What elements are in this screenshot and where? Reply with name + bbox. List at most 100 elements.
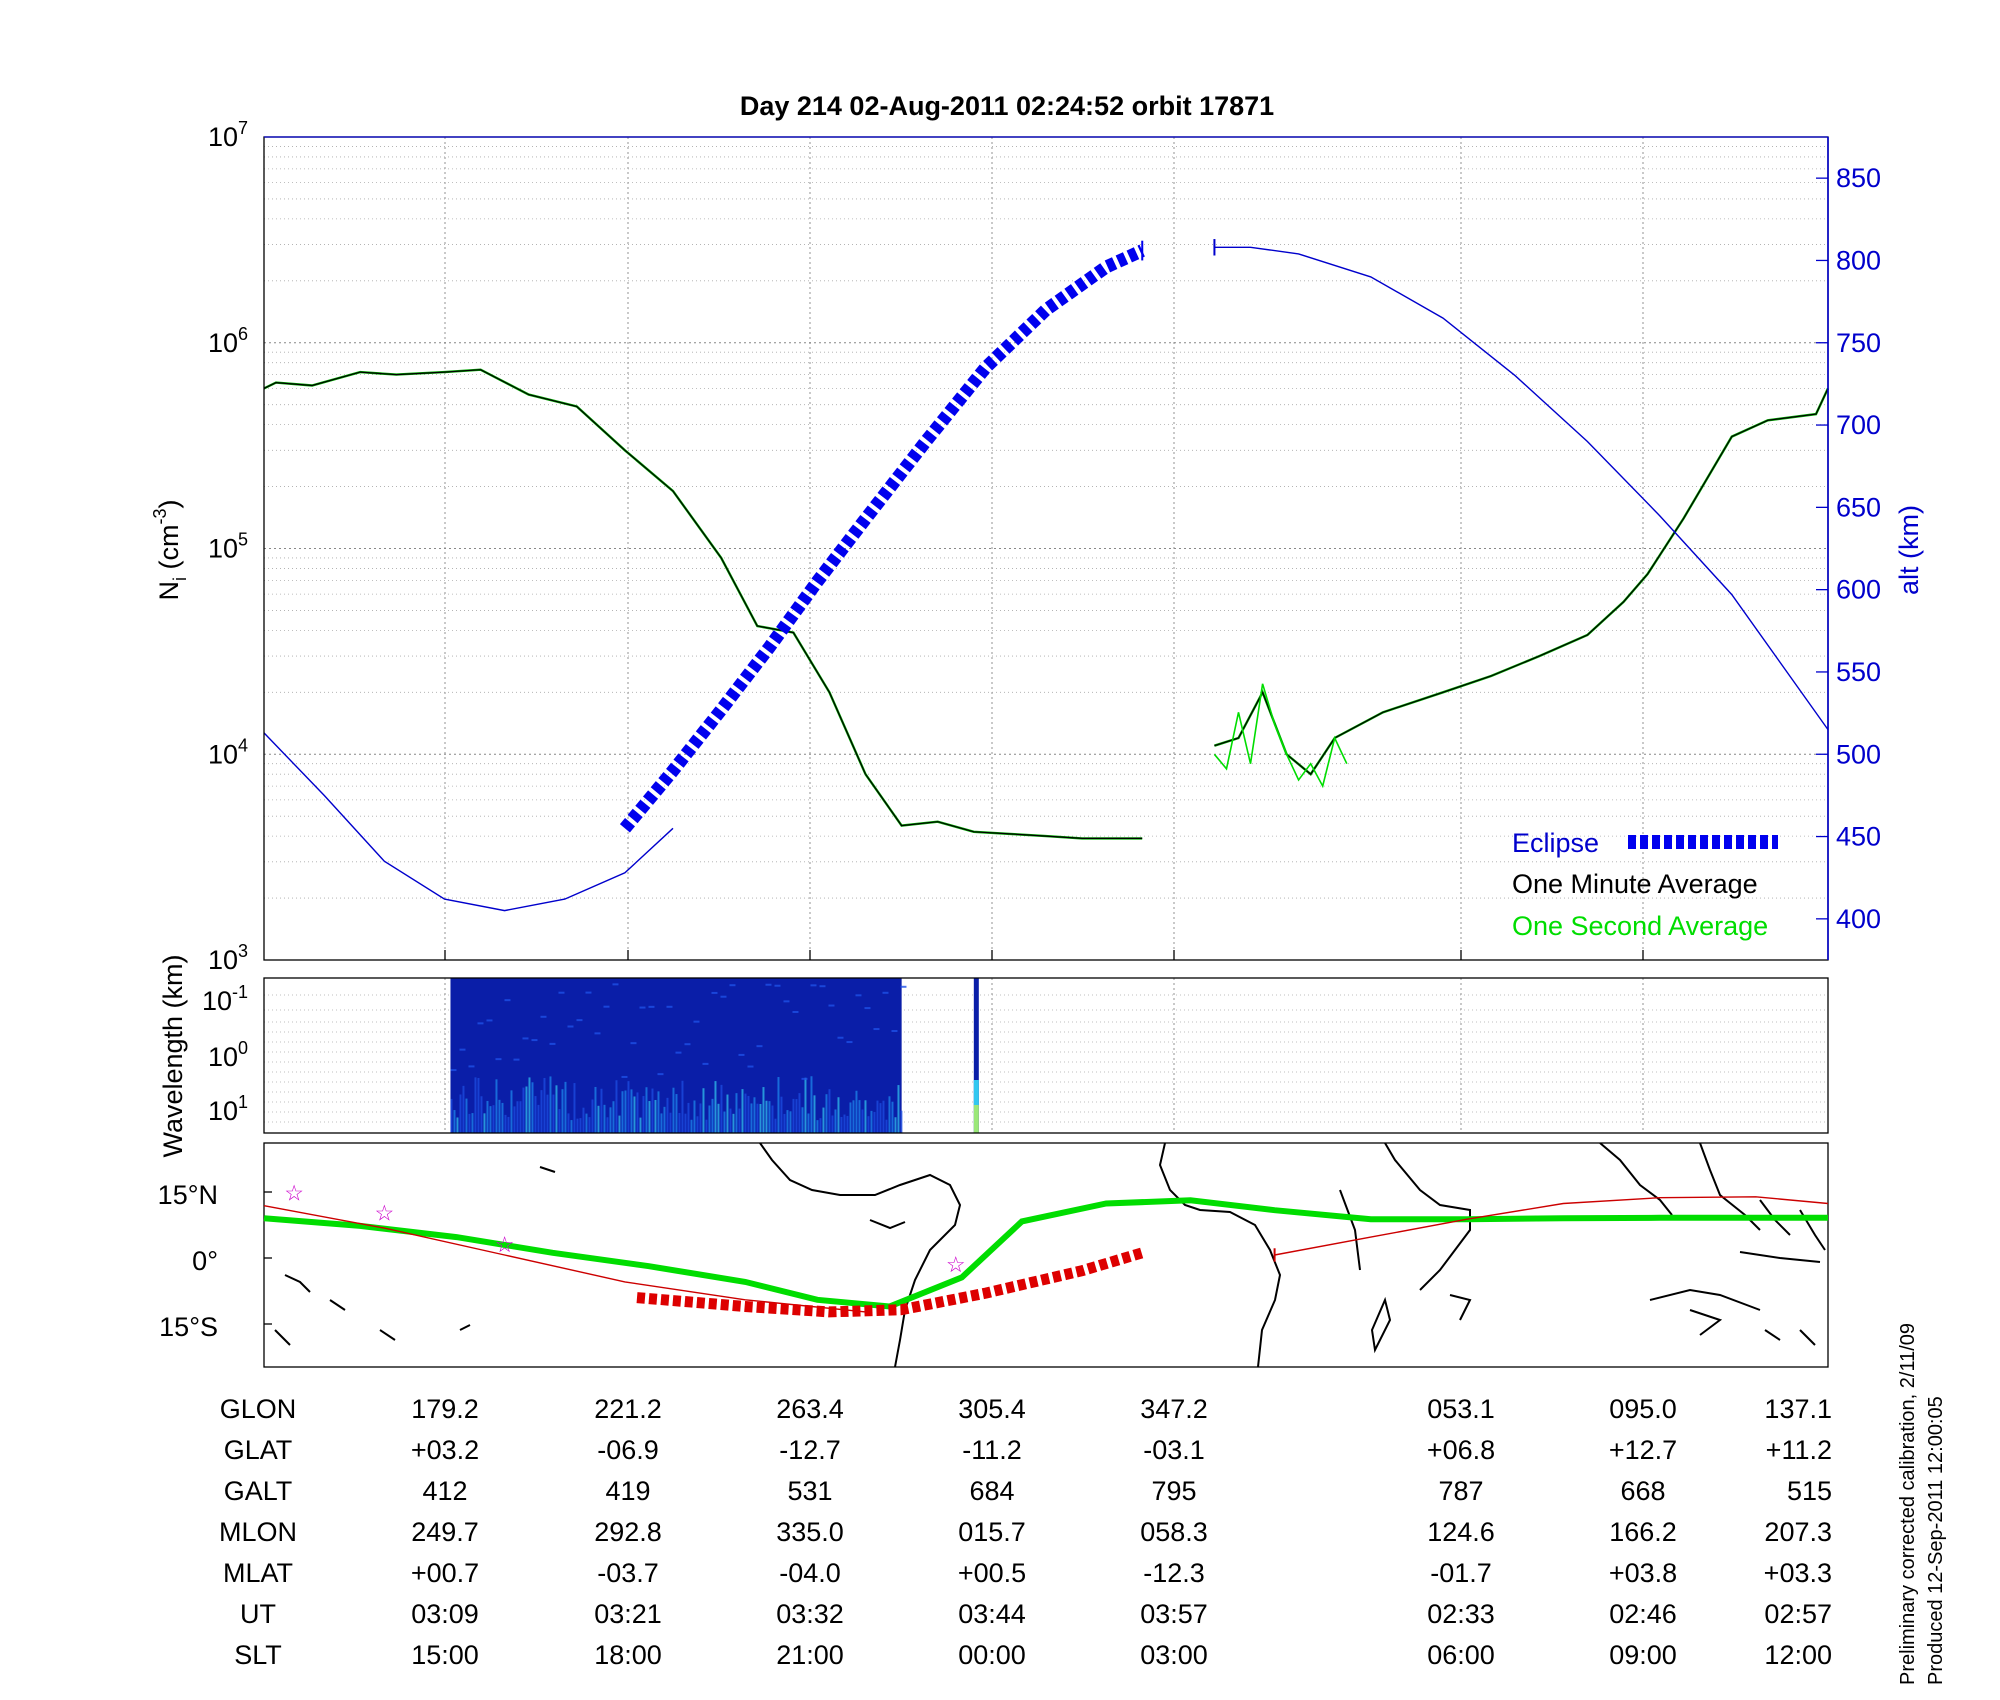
table-cell: +00.7 (411, 1558, 479, 1588)
spectrogram-column (750, 1103, 753, 1133)
spectrogram-column (816, 1120, 819, 1133)
altitude-tick-label: 450 (1836, 822, 1881, 852)
spectrogram-band (603, 1005, 610, 1008)
spectrogram-band (594, 1032, 601, 1035)
table-cell: -12.3 (1143, 1558, 1205, 1588)
density-axis-label: Ni (cm-3) (150, 500, 190, 601)
spectrogram-band (558, 991, 565, 994)
table-cell: 124.6 (1427, 1517, 1495, 1547)
spectrogram-band (567, 1025, 574, 1028)
spectrogram-column (492, 1105, 495, 1133)
spectrogram-column (876, 1100, 879, 1133)
spectrogram-column (516, 1101, 519, 1133)
spectrogram-column (675, 1094, 678, 1133)
spectrogram-column (471, 1113, 474, 1133)
spectrogram-column (588, 1117, 591, 1133)
spectrogram-column (717, 1103, 720, 1133)
spectrogram-column (495, 1079, 498, 1133)
spectrogram-column (558, 1109, 561, 1133)
spectrogram-column (591, 1099, 594, 1133)
star-marker: ☆ (284, 1180, 304, 1205)
spectrogram-column (780, 1096, 783, 1133)
spectrogram-band (666, 1005, 673, 1008)
spectrogram-band (549, 1042, 556, 1045)
spectrogram-column (693, 1100, 696, 1133)
table-row-label: GLON (220, 1394, 297, 1424)
spectrogram-column (639, 1117, 642, 1133)
spectrogram-band (810, 984, 817, 987)
middle-panel-frame (263, 977, 1829, 1134)
altitude-series (263, 732, 674, 912)
table-cell: 249.7 (411, 1517, 479, 1547)
table-row-label: MLON (219, 1517, 297, 1547)
spectrogram-band (783, 1000, 790, 1003)
magnetic-track (1274, 1196, 1829, 1256)
spectrogram-column (705, 1119, 708, 1133)
spectrogram-column (537, 1104, 540, 1133)
spectrogram-column (513, 1106, 516, 1133)
table-cell: +03.3 (1764, 1558, 1832, 1588)
spectrogram-column (882, 1100, 885, 1133)
table-cell: -03.1 (1143, 1435, 1205, 1465)
spectrogram-band (684, 1043, 691, 1046)
spectrogram-column (600, 1088, 603, 1133)
spectrogram-band (693, 1020, 700, 1023)
spectrogram-band (756, 1045, 763, 1048)
wavelength-tick-label: 101 (208, 1092, 248, 1126)
spectrogram-column (723, 1111, 726, 1133)
spectrogram-column (621, 1091, 624, 1133)
map-frame-ticks (264, 1191, 272, 1325)
table-cell: +03.2 (411, 1435, 479, 1465)
one-minute-series (263, 369, 867, 775)
spectrogram-column (504, 1114, 507, 1133)
table-cell: 18:00 (594, 1640, 662, 1670)
spectrogram-column (618, 1115, 621, 1133)
altitude-tick-label: 600 (1836, 575, 1881, 605)
table-cell: 795 (1151, 1476, 1196, 1506)
spectrogram-band (882, 991, 889, 994)
spectrogram-band (522, 1037, 529, 1040)
table-cell: 12:00 (1764, 1640, 1832, 1670)
spectrogram-band (837, 1036, 844, 1039)
spectrogram-column (465, 1098, 468, 1133)
spectrogram-band (459, 1048, 466, 1051)
spectrogram-column (651, 1088, 654, 1133)
table-cell: 221.2 (594, 1394, 662, 1424)
spectrogram-band (900, 985, 907, 988)
spectrogram-column (531, 1082, 534, 1133)
altitude-tick-label: 650 (1836, 492, 1881, 522)
table-cell: 053.1 (1427, 1394, 1495, 1424)
spectrogram-band (855, 994, 862, 997)
spectrogram-column (828, 1089, 831, 1133)
spectrogram-column (633, 1096, 636, 1133)
spectrogram-column (648, 1101, 651, 1133)
density-axis-ticks: 107 106 105 104 103 (208, 118, 248, 975)
table-cell: +03.8 (1609, 1558, 1677, 1588)
spectrogram-column (573, 1083, 576, 1133)
spectrogram-column (804, 1077, 807, 1133)
spectrogram-column (528, 1077, 531, 1133)
spectrogram-burst (973, 1080, 979, 1105)
spectrogram-band (648, 1005, 655, 1008)
spectrogram-band (774, 984, 781, 987)
spectrogram-column (549, 1076, 552, 1133)
table-cell: 21:00 (776, 1640, 844, 1670)
spectrogram-column (522, 1087, 525, 1133)
map-tracks: ☆ ☆ ☆ ☆ (263, 1180, 1829, 1318)
spectrogram-band (531, 1039, 538, 1042)
spectrogram-column (792, 1098, 795, 1133)
table-cell: 03:21 (594, 1599, 662, 1629)
spectrogram-column (786, 1110, 789, 1133)
wavelength-axis-ticks: 10-1 100 101 (202, 982, 248, 1126)
spectrogram-column (636, 1092, 639, 1133)
table-cell: 03:57 (1140, 1599, 1208, 1629)
one-minute-series (1214, 388, 1829, 776)
altitude-axis-ticks: 850 800 750 700 650 600 550 500 450 400 (1816, 163, 1881, 934)
spectrogram-column (582, 1107, 585, 1133)
spectrogram-column (879, 1103, 882, 1133)
spectrogram-column (795, 1099, 798, 1133)
spectrogram-column (489, 1106, 492, 1133)
spectrogram-band (657, 1073, 664, 1076)
table-cell: 263.4 (776, 1394, 844, 1424)
